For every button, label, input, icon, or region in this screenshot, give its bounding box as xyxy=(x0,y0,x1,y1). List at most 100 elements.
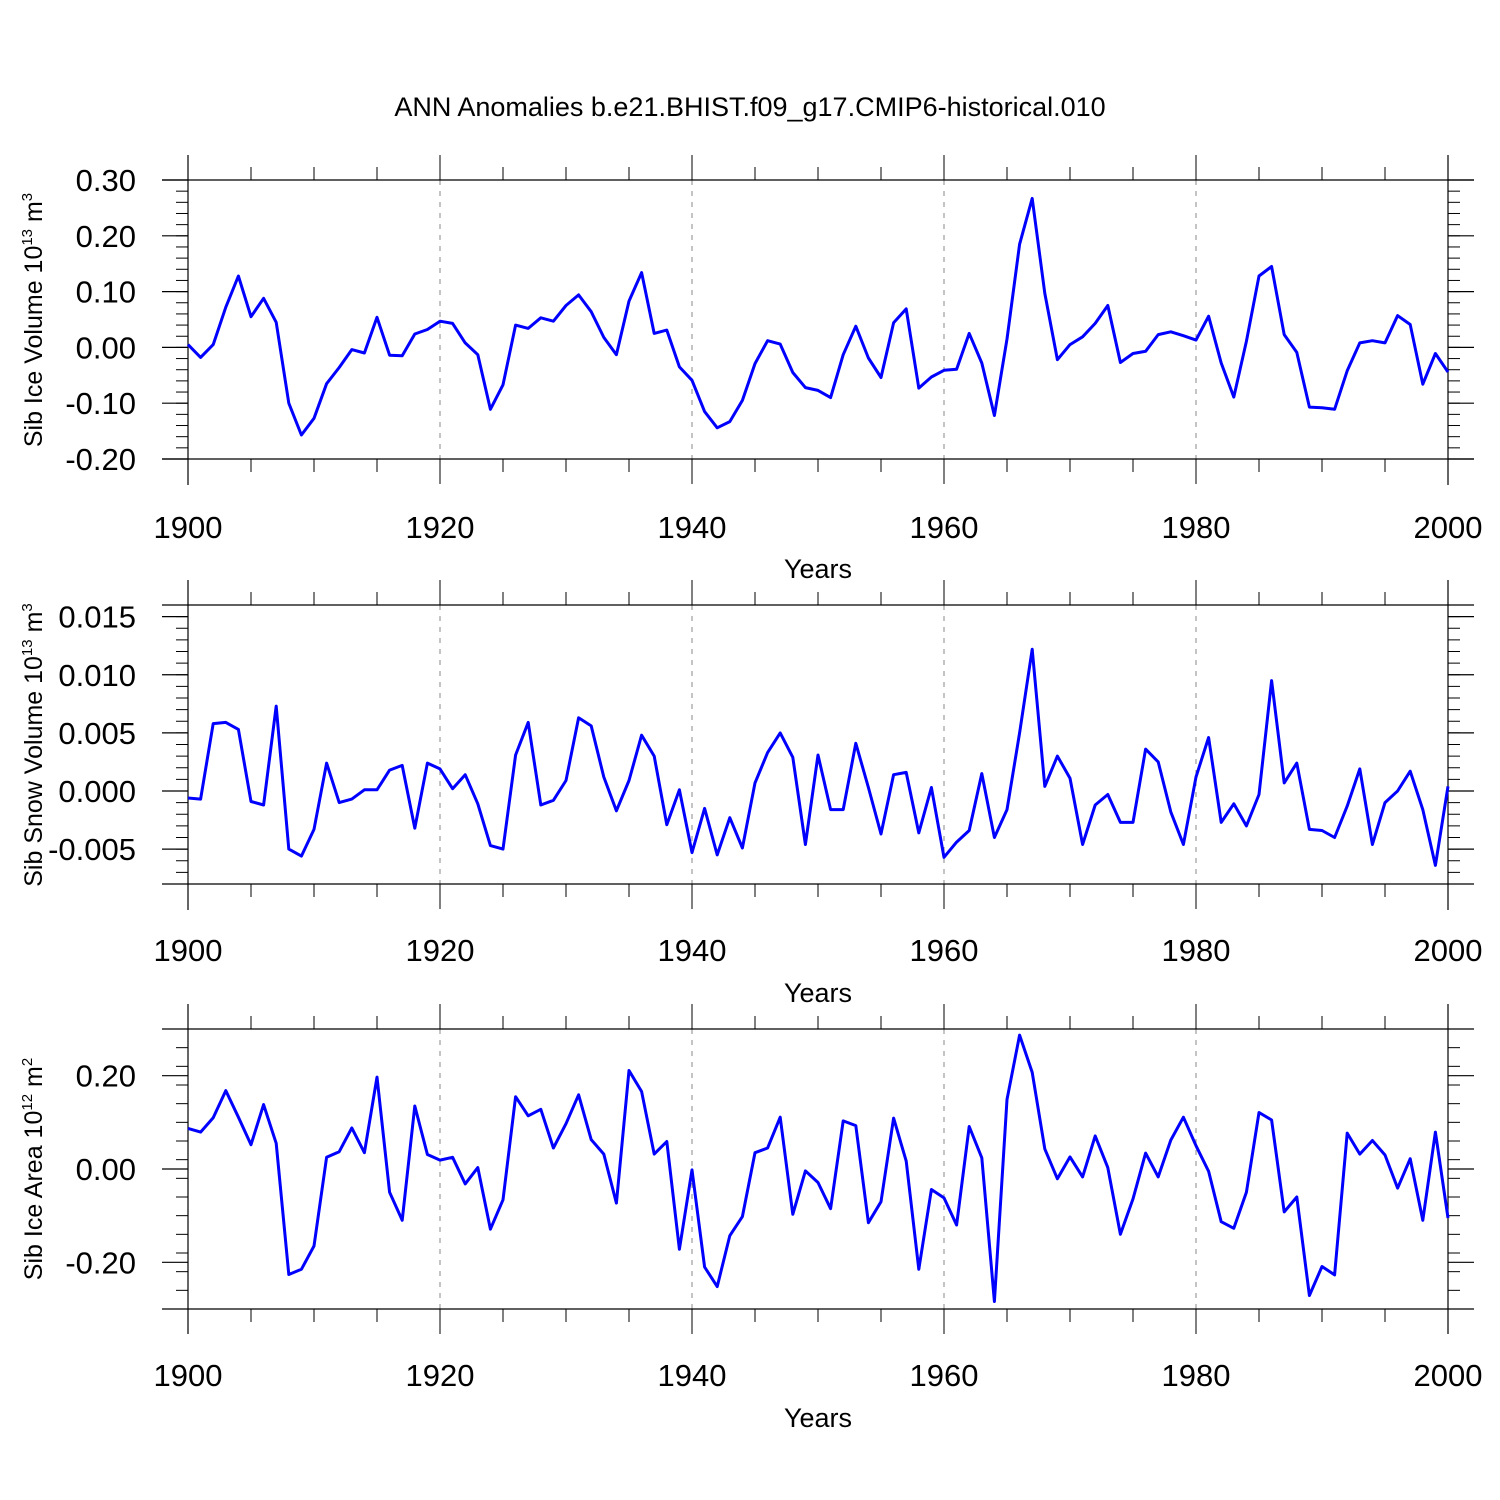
data-point xyxy=(514,323,518,327)
data-point xyxy=(955,367,959,371)
data-point xyxy=(199,797,203,801)
x-tick-label: 1940 xyxy=(658,510,727,545)
data-point xyxy=(425,328,429,332)
data-point xyxy=(778,342,782,346)
data-point xyxy=(1446,370,1450,374)
data-point xyxy=(1068,343,1072,347)
data-point xyxy=(589,1138,593,1142)
y-axis-label-unit-exp: 3 xyxy=(19,603,36,611)
data-point xyxy=(1295,761,1299,765)
data-point xyxy=(652,331,656,335)
data-point xyxy=(715,853,719,857)
data-point xyxy=(337,801,341,805)
data-point xyxy=(841,1119,845,1123)
series-line-sib-snow-volume xyxy=(187,647,1450,867)
data-point xyxy=(325,761,329,765)
data-point xyxy=(829,396,833,400)
data-point xyxy=(400,1218,404,1222)
data-point xyxy=(577,716,581,720)
data-point xyxy=(1181,1115,1185,1119)
data-point xyxy=(1144,1151,1148,1155)
data-point xyxy=(1408,323,1412,327)
data-point xyxy=(992,836,996,840)
data-point xyxy=(614,809,618,813)
data-point xyxy=(425,1153,429,1157)
data-point xyxy=(1156,333,1160,337)
data-point xyxy=(816,1181,820,1185)
data-point xyxy=(803,386,807,390)
data-point xyxy=(1345,804,1349,808)
data-point xyxy=(778,731,782,735)
y-axis-label: Sib Ice Area 1012 m2 xyxy=(19,1058,48,1280)
data-point xyxy=(715,426,719,430)
data-point xyxy=(488,844,492,848)
data-point xyxy=(1421,382,1425,386)
data-point xyxy=(602,335,606,339)
x-axis-label: Years xyxy=(784,1403,852,1433)
data-point xyxy=(551,798,555,802)
data-point xyxy=(413,826,417,830)
y-tick-label: 0.20 xyxy=(76,219,136,254)
data-point xyxy=(1446,784,1450,788)
data-point xyxy=(211,722,215,726)
y-axis-label-unit: m xyxy=(20,201,48,229)
data-point xyxy=(539,1107,543,1111)
data-point xyxy=(262,296,266,300)
data-point xyxy=(1320,406,1324,410)
data-point xyxy=(766,751,770,755)
data-point xyxy=(1396,789,1400,793)
y-axis-label-main: Sib Ice Volume 10 xyxy=(20,246,48,448)
data-point xyxy=(879,1200,883,1204)
data-point xyxy=(1370,1139,1374,1143)
data-point xyxy=(589,724,593,728)
data-point xyxy=(211,343,215,347)
data-point xyxy=(640,1090,644,1094)
data-point xyxy=(614,1201,618,1205)
data-point xyxy=(1106,1166,1110,1170)
data-point xyxy=(728,816,732,820)
data-point xyxy=(929,375,933,379)
x-tick-label: 1980 xyxy=(1162,933,1231,968)
data-point xyxy=(1043,1147,1047,1151)
data-point xyxy=(526,1114,530,1118)
panel-3: -0.20 0.00 0.20 1900 1920 1940 1960 1980 2000 Yea… xyxy=(19,1004,1482,1433)
data-point xyxy=(766,1146,770,1150)
data-point xyxy=(753,362,757,366)
y-axis-label-unit: m xyxy=(20,1066,48,1094)
data-point xyxy=(236,274,240,278)
data-point xyxy=(539,803,543,807)
data-point xyxy=(892,321,896,325)
data-point xyxy=(413,1104,417,1108)
data-point xyxy=(199,1130,203,1134)
data-point xyxy=(1421,808,1425,812)
data-point xyxy=(1257,1111,1261,1115)
data-point xyxy=(476,353,480,357)
data-point xyxy=(274,704,278,708)
data-point xyxy=(476,1166,480,1170)
data-point xyxy=(1408,1157,1412,1161)
data-point xyxy=(1131,1197,1135,1201)
data-point xyxy=(425,761,429,765)
data-point xyxy=(740,398,744,402)
data-point xyxy=(627,299,631,303)
data-point xyxy=(1320,829,1324,833)
data-point xyxy=(1282,781,1286,785)
data-point xyxy=(526,326,530,330)
data-point xyxy=(640,271,644,275)
data-point xyxy=(1232,802,1236,806)
data-point xyxy=(1005,337,1009,341)
data-point xyxy=(829,1207,833,1211)
data-point xyxy=(803,1169,807,1173)
data-point xyxy=(312,416,316,420)
data-point xyxy=(1030,196,1034,200)
data-point xyxy=(1081,335,1085,339)
data-point xyxy=(438,767,442,771)
data-point xyxy=(1358,1152,1362,1156)
data-point xyxy=(388,1190,392,1194)
data-point xyxy=(1005,808,1009,812)
data-point xyxy=(791,755,795,759)
data-point xyxy=(1270,679,1274,683)
data-point xyxy=(740,846,744,850)
x-tick-label: 1980 xyxy=(1162,1358,1231,1393)
data-point xyxy=(400,763,404,767)
